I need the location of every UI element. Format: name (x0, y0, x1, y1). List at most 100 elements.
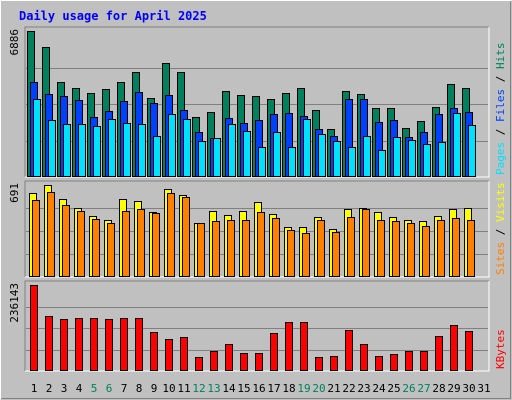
legend-entry: Pages (494, 142, 507, 175)
x-tick-label: 30 (462, 382, 475, 395)
x-axis-labels: 1 2 3 4 5 6 7 8 9 10 11 12 13 14 15 16 17 18 19 20 21 22 23 24 2… (31, 382, 491, 395)
bar-pages-day-23 (363, 136, 371, 177)
bar-sites-day-24 (377, 220, 385, 277)
bar-pages-day-1 (33, 99, 41, 177)
x-tick-label: 28 (432, 382, 445, 395)
bar-pages-day-16 (258, 147, 266, 177)
chart-title: Daily usage for April 2025 (19, 9, 207, 23)
x-tick-label: 8 (136, 382, 143, 395)
bar-sites-day-1 (32, 200, 40, 277)
bar-sites-day-16 (257, 212, 265, 277)
bar-sites-day-5 (92, 219, 100, 277)
panel-legend: Sites / Visits (494, 182, 507, 275)
bar-kbytes-day-23 (360, 344, 368, 371)
bar-pages-day-20 (318, 134, 326, 177)
bar-kbytes-day-12 (195, 357, 203, 371)
x-tick-label: 31 (477, 382, 490, 395)
panel-bevel-dark (24, 280, 489, 371)
bar-sites-day-28 (437, 220, 445, 277)
legend-separator: / (494, 69, 507, 89)
bar-pages-day-7 (123, 123, 131, 177)
bar-pages-day-17 (273, 132, 281, 177)
bar-sites-day-14 (227, 220, 235, 277)
bar-kbytes-day-29 (450, 325, 458, 371)
bar-pages-day-22 (348, 147, 356, 177)
bar-pages-day-10 (168, 114, 176, 177)
x-tick-label: 13 (207, 382, 220, 395)
legend-separator: / (494, 122, 507, 142)
bar-sites-day-30 (467, 220, 475, 277)
legend-entry: Files (494, 89, 507, 122)
bar-sites-day-18 (287, 230, 295, 277)
bar-kbytes-day-4 (75, 318, 83, 371)
bar-pages-day-14 (228, 124, 236, 177)
bar-kbytes-day-1 (30, 285, 38, 371)
bar-sites-day-3 (62, 205, 70, 277)
panel-kbytes: 236143 KBytes (8, 280, 507, 372)
x-tick-label: 6 (106, 382, 113, 395)
bar-sites-day-25 (392, 221, 400, 277)
panel-bevel-light (25, 281, 490, 372)
bar-kbytes-day-11 (180, 337, 188, 371)
x-tick-label: 15 (237, 382, 250, 395)
x-tick-label: 10 (162, 382, 175, 395)
bar-pages-day-24 (378, 150, 386, 177)
bar-kbytes-day-19 (300, 322, 308, 371)
bar-sites-day-10 (167, 193, 175, 277)
bar-pages-day-28 (438, 142, 446, 177)
legend-entry: KBytes (494, 329, 507, 369)
legend-separator: / (494, 222, 507, 242)
x-tick-label: 18 (282, 382, 295, 395)
bar-kbytes-day-13 (210, 351, 218, 371)
panel-max-label: 6886 (8, 29, 21, 56)
x-tick-label: 29 (447, 382, 460, 395)
bar-kbytes-day-14 (225, 344, 233, 371)
x-tick-label: 19 (297, 382, 310, 395)
bar-kbytes-day-25 (390, 354, 398, 371)
bar-pages-day-13 (213, 138, 221, 177)
bar-pages-day-8 (138, 124, 146, 177)
bar-kbytes-day-16 (255, 353, 263, 371)
x-tick-label: 12 (192, 382, 205, 395)
bar-pages-day-18 (288, 147, 296, 177)
bar-sites-day-23 (362, 209, 370, 277)
panel-bevel-dark (24, 180, 489, 277)
bar-pages-day-9 (153, 136, 161, 177)
bar-kbytes-day-3 (60, 319, 68, 371)
bar-pages-day-2 (48, 120, 56, 177)
legend-entry: Hits (494, 43, 507, 70)
x-tick-label: 20 (312, 382, 325, 395)
bar-kbytes-day-27 (420, 351, 428, 371)
bar-kbytes-day-28 (435, 336, 443, 371)
bar-sites-day-9 (152, 213, 160, 277)
bar-sites-day-20 (317, 220, 325, 277)
bar-pages-day-21 (333, 141, 341, 177)
bar-kbytes-day-15 (240, 353, 248, 371)
x-tick-label: 24 (372, 382, 386, 395)
bar-sites-day-6 (107, 223, 115, 277)
x-tick-label: 4 (76, 382, 83, 395)
bar-sites-day-26 (407, 223, 415, 277)
bar-pages-day-3 (63, 124, 71, 177)
x-tick-label: 11 (177, 382, 190, 395)
x-tick-label: 16 (252, 382, 265, 395)
bar-sites-day-17 (272, 218, 280, 277)
bar-pages-day-5 (93, 126, 101, 177)
bar-kbytes-day-5 (90, 318, 98, 371)
bar-kbytes-day-8 (135, 318, 143, 371)
x-tick-label: 22 (342, 382, 355, 395)
bar-pages-day-15 (243, 131, 251, 177)
bar-kbytes-day-9 (150, 332, 158, 371)
x-tick-label: 27 (417, 382, 430, 395)
bar-kbytes-day-2 (45, 316, 53, 371)
panel-visits-sites: 691 Sites / Visits (8, 180, 507, 278)
bar-pages-day-30 (468, 125, 476, 177)
bar-kbytes-day-30 (465, 331, 473, 371)
bar-kbytes-day-7 (120, 318, 128, 371)
bar-pages-day-6 (108, 119, 116, 177)
bar-kbytes-day-17 (270, 333, 278, 371)
bar-kbytes-day-10 (165, 339, 173, 371)
bar-pages-day-19 (303, 119, 311, 177)
